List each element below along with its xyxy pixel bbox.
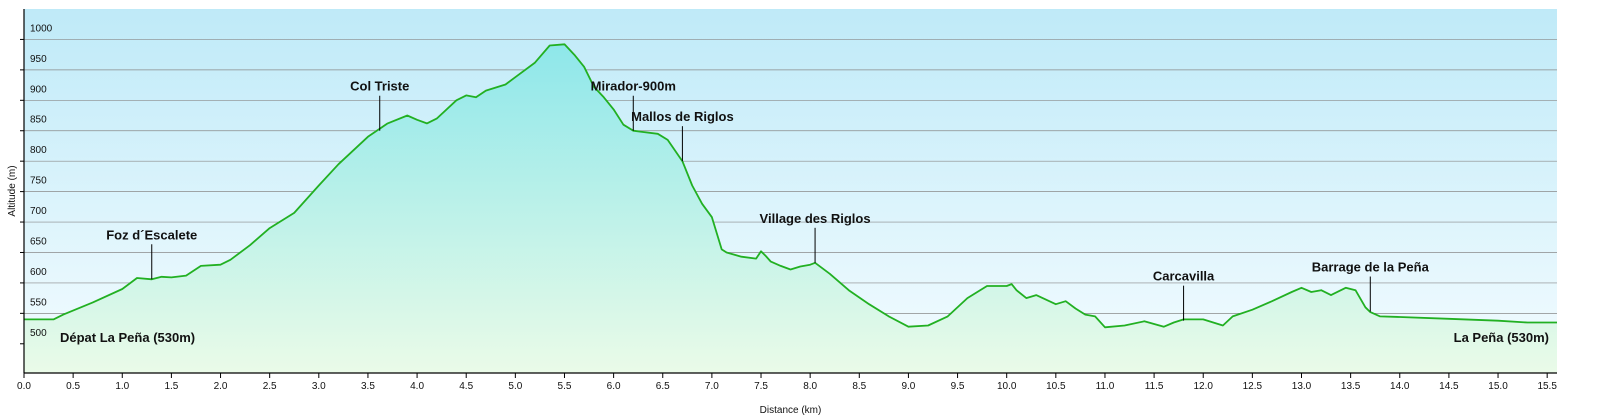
annotation: Mirador-900m: [591, 79, 676, 131]
y-tick-label: 850: [30, 115, 47, 126]
annotation: La Peña (530m): [1454, 330, 1549, 345]
x-tick-label: 2.0: [214, 381, 228, 392]
x-tick-label: 4.0: [410, 381, 424, 392]
x-tick-label: 3.5: [361, 381, 375, 392]
x-tick-label: 9.5: [951, 381, 965, 392]
x-tick-label: 15.0: [1488, 381, 1508, 392]
y-tick-label: 1000: [30, 23, 53, 34]
y-tick-label: 750: [30, 176, 47, 187]
annotation-label: Mirador-900m: [591, 79, 676, 94]
x-tick-label: 7.5: [754, 381, 768, 392]
x-tick-label: 11.0: [1096, 381, 1115, 392]
y-tick-label: 650: [30, 236, 47, 247]
y-tick-label: 700: [30, 206, 47, 217]
x-tick-label: 10.5: [1046, 381, 1066, 392]
x-tick-label: 6.5: [656, 381, 670, 392]
annotation-label: Foz d´Escalete: [106, 227, 197, 242]
x-tick-label: 10.0: [997, 381, 1017, 392]
elevation-area-fill: [24, 44, 1557, 374]
annotation: Mallos de Riglos: [631, 109, 734, 162]
annotation-label: Village des Riglos: [760, 211, 871, 226]
annotation-label: La Peña (530m): [1454, 330, 1549, 345]
y-tick-labels: 500 550 600 650 700 750 800 850 900 950 1000: [20, 23, 53, 345]
annotation: Col Triste: [350, 79, 409, 131]
y-tick-label: 950: [30, 54, 47, 65]
elevation-line: [24, 43, 1557, 329]
x-tick-label: 6.0: [607, 381, 621, 392]
x-tick-label: 15.5: [1537, 381, 1557, 392]
x-tick-label: 12.0: [1193, 381, 1213, 392]
x-tick-label: 1.0: [115, 381, 129, 392]
annotation: Carcavilla: [1153, 269, 1215, 321]
x-tick-label: 2.5: [263, 381, 277, 392]
y-axis-title: Altitude (m): [7, 165, 18, 216]
x-tick-label: 14.5: [1439, 381, 1459, 392]
y-tick-label: 600: [30, 267, 47, 278]
x-tick-label: 5.0: [508, 381, 522, 392]
x-tick-label: 8.5: [852, 381, 866, 392]
annotation-label: Barrage de la Peña: [1312, 260, 1430, 275]
x-tick-label: 13.5: [1341, 381, 1361, 392]
annotation: Barrage de la Peña: [1312, 260, 1430, 312]
x-tick-label: 9.0: [901, 381, 915, 392]
x-tick-label: 0.0: [17, 381, 31, 392]
annotation-label: Mallos de Riglos: [631, 109, 734, 124]
annotation-label: Col Triste: [350, 79, 409, 94]
x-tick-label: 8.0: [803, 381, 817, 392]
x-tick-labels: 0.0 0.5 1.0 1.5 2.0 2.5 3.0 3.5 4.0 4.5 5.0 5.5 6.0 6…: [17, 373, 1557, 392]
x-tick-label: 3.0: [312, 381, 326, 392]
y-tick-label: 500: [30, 328, 47, 339]
annotation: Dépat La Peña (530m): [60, 330, 195, 345]
annotation-label: Carcavilla: [1153, 269, 1215, 284]
annotation: Foz d´Escalete: [106, 227, 197, 280]
x-tick-label: 7.0: [705, 381, 719, 392]
annotation-label: Dépat La Peña (530m): [60, 330, 195, 345]
y-tick-label: 800: [30, 145, 47, 156]
x-tick-label: 0.5: [66, 381, 80, 392]
y-tick-label: 550: [30, 297, 47, 308]
x-tick-label: 13.0: [1292, 381, 1312, 392]
x-axis-title: Distance (km): [760, 405, 822, 416]
x-tick-label: 4.5: [459, 381, 473, 392]
y-tick-label: 900: [30, 84, 47, 95]
x-tick-label: 11.5: [1145, 381, 1164, 392]
annotations: Dépat La Peña (530m) Foz d´Escalete Col Tr…: [60, 79, 1549, 345]
x-tick-label: 14.0: [1390, 381, 1410, 392]
x-tick-label: 5.5: [558, 381, 572, 392]
x-tick-label: 1.5: [164, 381, 178, 392]
x-tick-label: 12.5: [1243, 381, 1263, 392]
annotation: Village des Riglos: [760, 211, 871, 263]
